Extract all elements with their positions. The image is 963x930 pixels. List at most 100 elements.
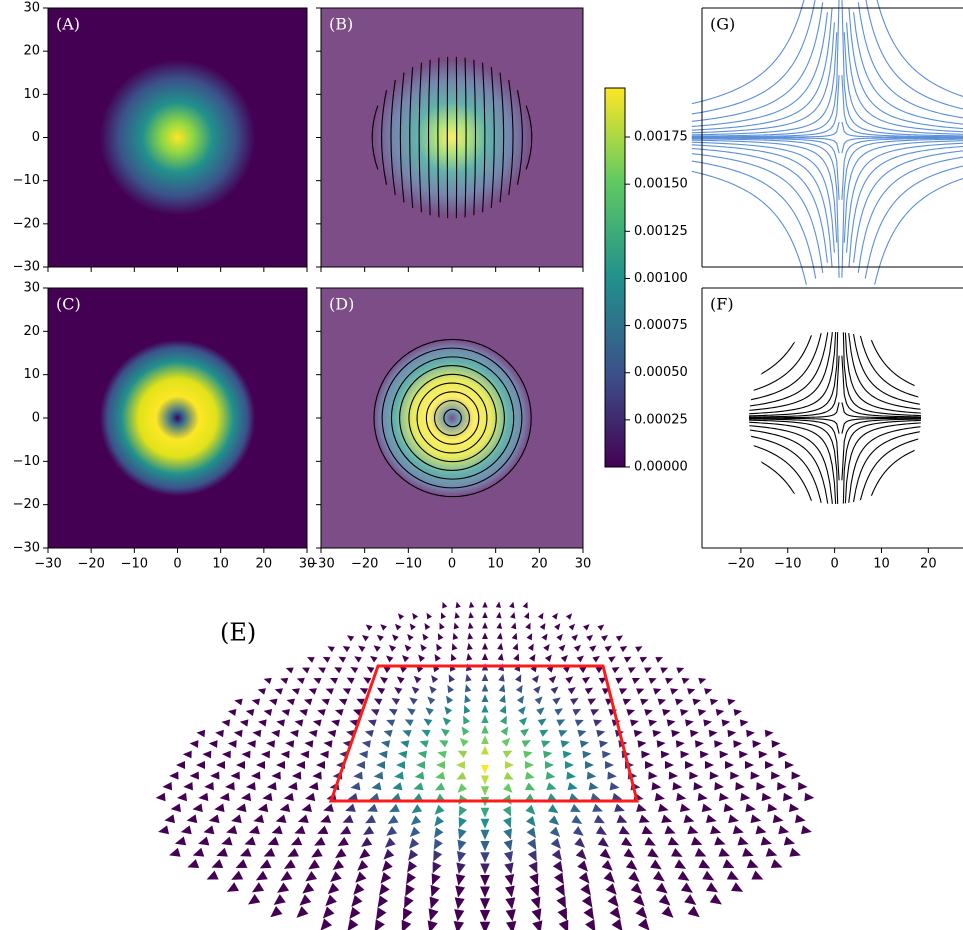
- x-tick-label: 20: [920, 557, 937, 572]
- cone: [252, 699, 260, 706]
- cone: [648, 719, 657, 726]
- cone: [241, 793, 251, 801]
- cone: [505, 874, 515, 886]
- cone: [280, 678, 288, 684]
- cone: [271, 771, 280, 779]
- cone: [359, 849, 370, 859]
- cone: [457, 851, 466, 862]
- x-tick-label: 10: [212, 557, 229, 572]
- cone: [636, 906, 648, 918]
- cone: [535, 696, 543, 704]
- cone: [517, 696, 524, 704]
- cone: [181, 825, 192, 834]
- cone: [384, 730, 393, 737]
- cone: [447, 685, 454, 693]
- x-tick-label: −20: [351, 557, 378, 572]
- cone: [275, 688, 283, 694]
- cone: [610, 907, 621, 919]
- cone: [710, 771, 719, 779]
- cone: [687, 688, 695, 694]
- cone: [522, 740, 531, 747]
- cone: [402, 655, 409, 662]
- cone: [468, 622, 474, 629]
- cone: [313, 719, 322, 726]
- cone: [529, 873, 538, 885]
- cone: [731, 882, 743, 892]
- cone: [457, 783, 467, 793]
- cone: [256, 761, 265, 769]
- cone: [183, 782, 193, 790]
- cone: [561, 740, 570, 747]
- cone: [302, 883, 314, 894]
- cone: [577, 730, 586, 737]
- cone: [316, 761, 325, 769]
- streamline: [849, 425, 963, 548]
- cone: [626, 709, 635, 716]
- cone: [648, 771, 657, 779]
- cone: [798, 782, 808, 790]
- cone: [284, 793, 294, 801]
- cone: [295, 719, 304, 726]
- cone: [402, 730, 411, 737]
- streamline: [692, 32, 837, 135]
- cone: [252, 730, 261, 737]
- cone: [412, 686, 420, 694]
- cone: [545, 655, 552, 662]
- cone: [264, 678, 272, 684]
- cone: [291, 837, 302, 845]
- cone: [331, 719, 340, 726]
- cone: [550, 686, 558, 694]
- cone: [778, 751, 787, 759]
- streamline: [692, 149, 828, 263]
- x-tick-label: −10: [121, 557, 148, 572]
- y-tick-label: 20: [23, 44, 40, 59]
- cone-field: [156, 601, 815, 930]
- cone: [556, 896, 566, 908]
- streamline: [842, 418, 963, 433]
- cone: [308, 860, 320, 870]
- cone: [596, 730, 605, 737]
- cone: [226, 825, 237, 834]
- cone: [605, 646, 612, 652]
- cone: [464, 695, 471, 704]
- streamline: [847, 22, 963, 132]
- cone: [549, 815, 560, 825]
- cone: [504, 772, 514, 780]
- cone: [395, 624, 401, 631]
- cone: [552, 849, 562, 860]
- cone: [261, 751, 270, 759]
- cone: [639, 815, 650, 823]
- cone: [482, 684, 489, 692]
- cone: [466, 653, 472, 660]
- cone: [467, 632, 473, 639]
- cone: [292, 771, 301, 779]
- y-tick-label: 20: [23, 324, 40, 339]
- cone: [548, 804, 559, 813]
- cone: [481, 819, 490, 829]
- cone: [684, 894, 696, 905]
- y-tick-label: 0.00100: [634, 271, 688, 286]
- cone: [412, 804, 423, 813]
- cone: [585, 919, 595, 930]
- cone: [555, 884, 565, 896]
- cone: [602, 860, 613, 871]
- cone: [612, 919, 623, 930]
- x-tick-label: 0: [448, 557, 456, 572]
- cone: [480, 864, 490, 875]
- cone: [419, 740, 428, 747]
- y-tick-label: 0.00025: [634, 412, 688, 427]
- cone: [314, 837, 325, 846]
- cone: [704, 688, 712, 695]
- cone: [323, 657, 331, 663]
- streamline: [844, 421, 963, 524]
- cone: [739, 751, 748, 759]
- cone: [376, 907, 386, 920]
- cone: [284, 859, 296, 868]
- cone: [380, 677, 388, 684]
- cone: [556, 719, 565, 726]
- cone: [525, 623, 530, 630]
- cone: [334, 667, 342, 673]
- cone: [480, 830, 489, 840]
- cone: [441, 728, 450, 736]
- cone: [320, 751, 329, 759]
